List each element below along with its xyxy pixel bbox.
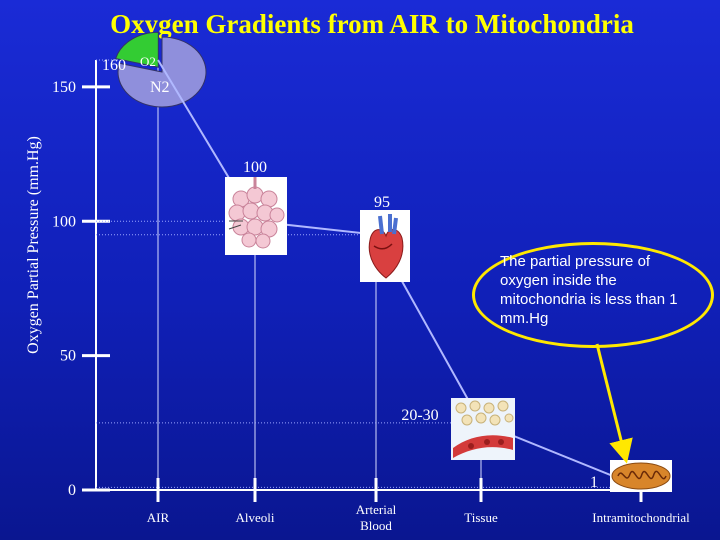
x-category-label: Arterial Blood xyxy=(356,502,397,533)
pie-label-o2: O2 xyxy=(140,54,156,69)
data-label: 95 xyxy=(374,194,390,211)
x-category-label: Alveoli xyxy=(236,510,275,525)
pie-slice xyxy=(117,36,207,108)
y-tick-label: 150 xyxy=(52,79,76,96)
data-label: 1 xyxy=(590,474,598,491)
y-tick-label: 100 xyxy=(52,213,76,230)
mitochondrion-icon xyxy=(610,460,672,492)
y-axis-label: Oxygen Partial Pressure (mm.Hg) xyxy=(25,136,42,354)
callout-text: The partial pressure of oxygen inside th… xyxy=(500,253,678,327)
x-category-label: Tissue xyxy=(464,510,498,525)
capillary-tissue-icon xyxy=(451,398,515,460)
data-label: 100 xyxy=(243,159,267,176)
heart-icon xyxy=(360,210,410,282)
callout-arrow xyxy=(595,343,633,464)
x-category-label: AIR xyxy=(147,510,170,525)
x-category-label: Intramitochondrial xyxy=(592,510,690,525)
air-composition-pie: O2 N2 xyxy=(115,31,207,108)
pie-slice xyxy=(115,31,159,68)
chart-title: Oxygen Gradients from AIR to Mitochondri… xyxy=(110,9,634,39)
callout-ellipse xyxy=(472,242,714,348)
y-tick-label: 0 xyxy=(68,482,76,499)
y-tick-label: 50 xyxy=(60,348,76,365)
data-label: 20-30 xyxy=(401,407,438,424)
data-label: 160 xyxy=(102,57,126,74)
alveoli-icon xyxy=(225,177,287,255)
pie-label-n2: N2 xyxy=(150,79,170,96)
